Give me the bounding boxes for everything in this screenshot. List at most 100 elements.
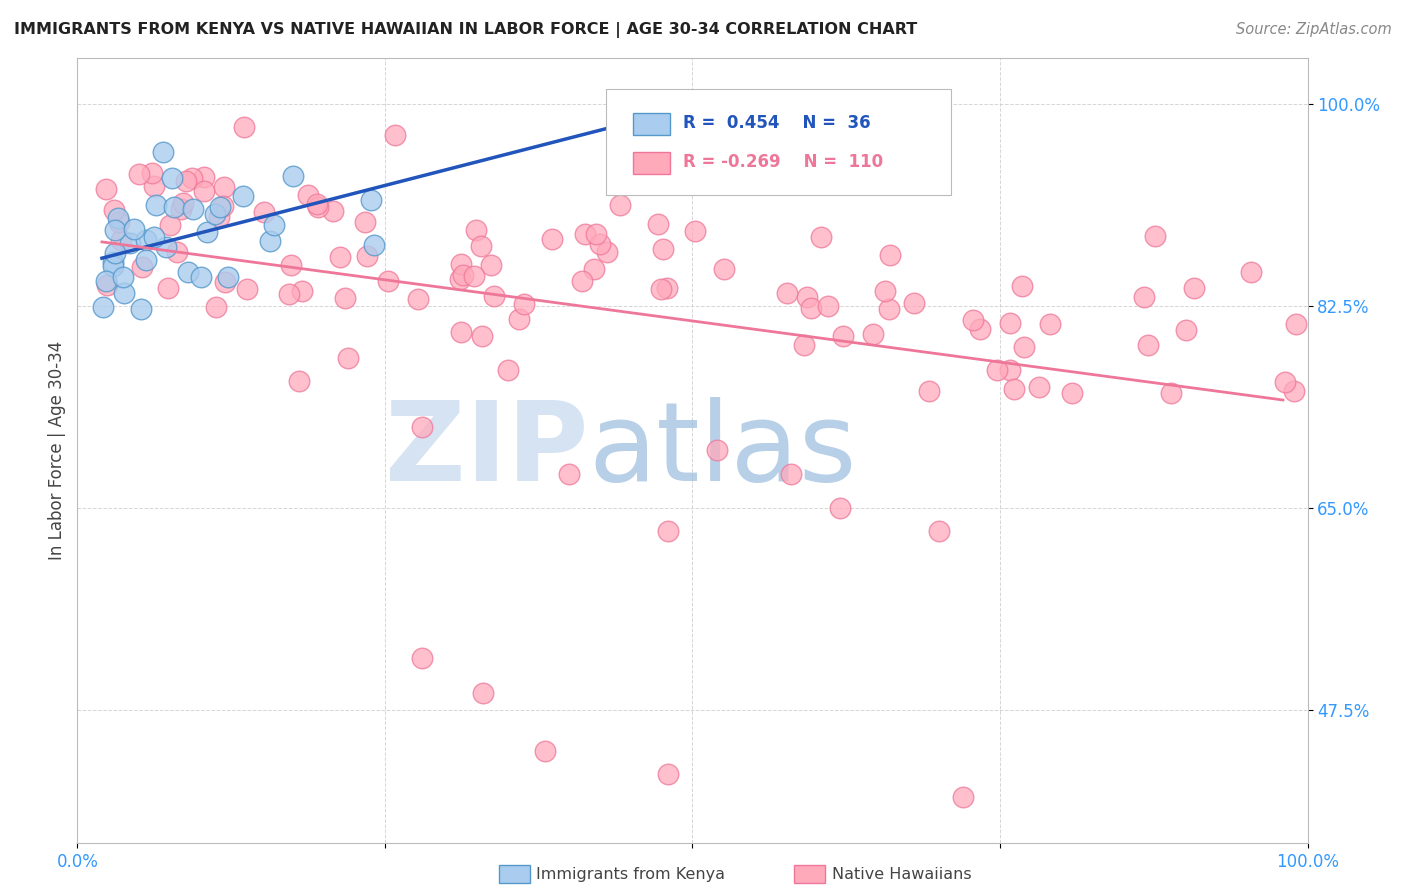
Point [793,337,815,351]
Point [104,223,127,237]
Point [596,245,619,260]
Point [1282,384,1305,399]
Point [810,230,832,244]
Text: Native Hawaiians: Native Hawaiians [832,867,972,881]
Point [356,249,378,263]
Point [160,171,183,186]
Point [651,243,673,257]
Point [278,286,301,301]
Point [780,467,803,481]
Point [1133,290,1156,304]
Point [928,524,950,539]
Point [135,253,157,268]
Point [118,235,141,250]
Point [1002,383,1025,397]
Point [534,743,557,757]
Point [232,120,254,135]
Point [141,166,163,180]
Point [1039,317,1062,331]
Point [129,301,152,316]
Point [917,384,939,398]
Point [170,202,193,216]
Point [657,524,679,539]
Point [713,262,735,277]
Point [832,329,855,343]
Point [207,210,229,224]
Point [108,215,131,229]
Point [193,169,215,184]
Point [1028,380,1050,394]
Text: R =  0.454    N =  36: R = 0.454 N = 36 [683,114,870,132]
Point [879,248,901,262]
Point [103,260,125,274]
Point [1144,229,1167,244]
Point [571,274,593,288]
Point [156,281,179,295]
Point [384,128,406,142]
Point [1285,318,1308,332]
Point [1012,340,1035,354]
Point [470,239,492,253]
Point [685,224,707,238]
Point [333,291,356,305]
Point [952,789,974,804]
Bar [634,113,671,135]
Text: ZIP: ZIP [384,397,588,504]
Point [657,766,679,780]
Point [1011,279,1033,293]
Point [877,301,900,316]
Point [112,269,135,284]
Point [613,97,636,112]
Point [1274,375,1296,389]
Point [94,182,117,196]
Point [252,205,274,219]
Text: Immigrants from Kenya: Immigrants from Kenya [536,867,724,881]
Point [193,184,215,198]
Point [363,237,385,252]
Point [449,272,471,286]
Point [181,202,204,216]
Point [657,280,679,294]
Point [353,215,375,229]
Point [471,329,494,343]
Point [1239,265,1261,279]
Point [969,322,991,336]
Point [360,194,382,208]
Point [259,234,281,248]
Point [205,301,228,315]
Point [155,240,177,254]
Point [143,229,166,244]
Point [208,200,231,214]
Point [1175,323,1198,337]
Point [463,268,485,283]
Point [159,219,181,233]
Point [479,258,502,272]
Text: atlas: atlas [588,397,856,504]
Point [112,285,135,300]
Text: R = -0.269    N =  110: R = -0.269 N = 110 [683,153,883,171]
Point [217,270,239,285]
FancyBboxPatch shape [606,89,950,195]
Point [337,351,360,365]
Point [290,284,312,298]
Point [329,250,352,264]
Text: IMMIGRANTS FROM KENYA VS NATIVE HAWAIIAN IN LABOR FORCE | AGE 30-34 CORRELATION : IMMIGRANTS FROM KENYA VS NATIVE HAWAIIAN… [14,22,917,38]
Point [647,218,669,232]
Point [135,233,157,247]
Point [650,282,672,296]
Point [830,501,852,516]
Point [104,245,127,260]
Point [585,227,607,242]
Point [204,207,226,221]
Point [280,258,302,272]
Bar [634,153,671,174]
Point [162,200,184,214]
Point [465,223,488,237]
Point [211,199,233,213]
Point [131,260,153,275]
Point [174,174,197,188]
Point [145,198,167,212]
Point [998,316,1021,330]
Point [122,221,145,235]
Point [1137,338,1160,352]
